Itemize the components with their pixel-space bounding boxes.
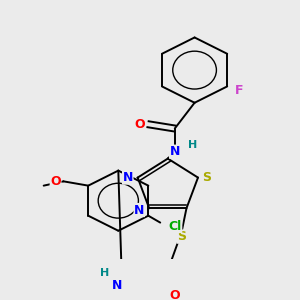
Text: S: S <box>177 230 186 243</box>
Text: N: N <box>112 279 122 292</box>
Text: F: F <box>235 84 243 97</box>
Text: N: N <box>134 203 145 217</box>
Text: N: N <box>123 171 133 184</box>
Text: N: N <box>169 145 180 158</box>
Text: Cl: Cl <box>169 220 182 232</box>
Text: O: O <box>135 118 146 131</box>
Text: O: O <box>169 290 180 300</box>
Text: H: H <box>100 268 109 278</box>
Text: H: H <box>188 140 197 150</box>
Text: S: S <box>202 171 211 184</box>
Text: O: O <box>50 175 61 188</box>
